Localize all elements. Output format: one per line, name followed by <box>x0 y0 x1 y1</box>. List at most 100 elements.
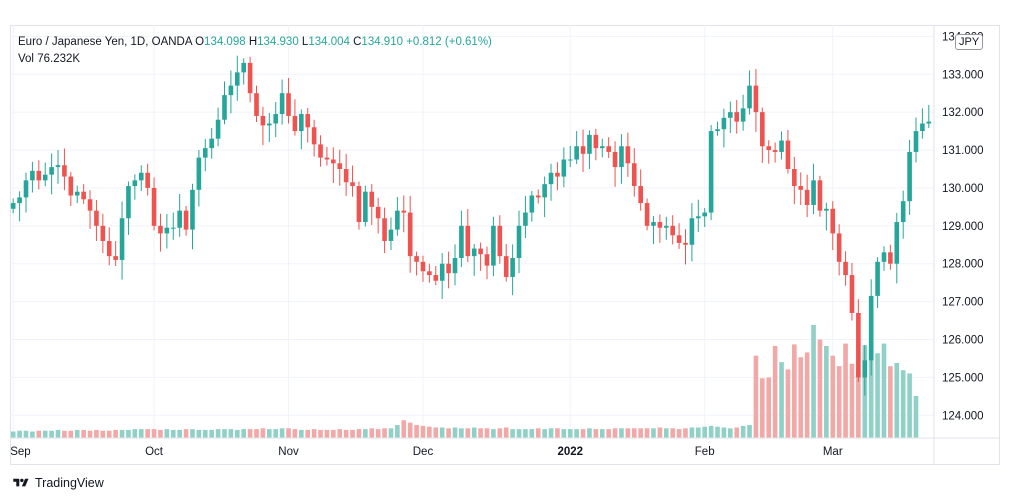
volume-bar <box>414 425 419 438</box>
volume-bar <box>292 429 298 438</box>
volume-bar <box>254 429 259 438</box>
volume-bar <box>542 429 547 438</box>
volume-bar <box>17 430 22 438</box>
volume-bar <box>247 429 253 438</box>
volume-bar <box>548 428 554 438</box>
volume-bar <box>663 428 669 438</box>
tradingview-brand: TradingView <box>35 476 104 490</box>
price-axis[interactable]: 124.000 125.000 126.000 127.000 128.000 129.0… <box>942 31 984 422</box>
volume-bar <box>119 429 125 438</box>
candle-body <box>811 180 816 205</box>
candle-body <box>695 216 701 219</box>
volume-bar <box>126 429 131 438</box>
price-tick-label: 125.000 <box>942 372 984 384</box>
candle-body <box>772 150 778 152</box>
candle-body <box>350 182 355 187</box>
candle-body <box>164 227 170 234</box>
candle-body <box>254 93 259 116</box>
candle-body <box>215 119 221 139</box>
volume-bar <box>42 430 48 438</box>
price-tick-label: 128.000 <box>942 259 984 271</box>
volume-bar <box>888 366 893 438</box>
candle-body <box>740 108 746 122</box>
candle-body <box>388 229 394 241</box>
volume-bar <box>324 429 330 438</box>
volume-bar <box>561 429 567 438</box>
price-tick-label: 127.000 <box>942 297 984 309</box>
candle-body <box>433 275 439 281</box>
volume-bar <box>740 425 746 438</box>
candle-body <box>747 85 752 109</box>
candle-body <box>926 121 932 124</box>
candle-body <box>593 134 599 149</box>
candle-body <box>535 195 541 198</box>
candle-body <box>119 218 125 260</box>
candle-body <box>382 218 387 241</box>
volume-bar <box>401 420 407 438</box>
candle-body <box>427 271 432 276</box>
candle-body <box>516 225 522 259</box>
candle-body <box>792 168 797 187</box>
open-value: 134.098 <box>204 36 246 48</box>
candle-body <box>836 233 842 262</box>
candle-body <box>42 174 48 181</box>
volume-bar <box>158 429 163 438</box>
candle-body <box>542 184 547 198</box>
volume-bar <box>260 428 266 438</box>
volume-bar <box>151 429 157 438</box>
volume-bars <box>10 325 919 438</box>
volume-bar <box>875 353 880 438</box>
volume-label[interactable]: Vol <box>18 53 34 65</box>
candle-body <box>234 72 240 86</box>
volume-bar <box>87 430 93 438</box>
price-tick-label: 132.000 <box>942 107 984 119</box>
volume-bar <box>420 425 426 438</box>
candle-body <box>331 159 336 164</box>
candle-body <box>721 117 727 130</box>
volume-bar <box>113 429 118 438</box>
volume-bar <box>817 339 823 438</box>
volume-bar <box>599 429 605 438</box>
candle-body <box>638 186 643 204</box>
candle-body <box>113 256 118 260</box>
candle-body <box>81 191 86 200</box>
candle-body <box>145 172 150 188</box>
candle-body <box>337 163 343 169</box>
candles <box>10 55 932 396</box>
candle-body <box>606 146 611 152</box>
candle-body <box>824 208 829 211</box>
symbol-description[interactable]: Euro / Japanese Yen, 1D, OANDA <box>18 36 192 48</box>
volume-bar <box>625 428 631 438</box>
candle-body <box>369 191 375 207</box>
volume-bar <box>170 429 176 438</box>
volume-bar <box>638 428 643 438</box>
time-tick-label: Nov <box>278 446 299 458</box>
volume-bar <box>299 429 304 438</box>
candle-body <box>868 295 874 361</box>
volume-bar <box>798 357 804 438</box>
candle-body <box>100 225 106 241</box>
volume-bar <box>881 343 887 438</box>
time-axis[interactable]: Sep Oct Nov Dec 2022 Feb Mar <box>10 446 843 458</box>
candle-body <box>856 312 861 378</box>
volume-bar <box>612 428 618 438</box>
volume-bar <box>516 429 522 438</box>
volume-bar <box>567 429 573 438</box>
candle-body <box>106 240 112 257</box>
volume-bar <box>478 428 483 438</box>
candlestick-chart[interactable]: 124.000 125.000 126.000 127.000 128.000 129.0… <box>10 25 1000 465</box>
candle-body <box>497 225 503 257</box>
candle-body <box>452 258 458 274</box>
candle-body <box>49 167 54 175</box>
volume-bar <box>510 429 515 438</box>
volume-bar <box>132 429 138 438</box>
volume-bar <box>760 378 765 438</box>
tradingview-attribution[interactable]: TradingView <box>12 476 104 490</box>
candle-body <box>356 186 362 223</box>
volume-bar <box>452 427 458 438</box>
volume-bar <box>446 428 451 438</box>
volume-bar <box>497 428 503 438</box>
candle-body <box>683 242 688 245</box>
currency-badge[interactable]: JPY <box>955 34 984 50</box>
volume-bar <box>183 429 189 438</box>
